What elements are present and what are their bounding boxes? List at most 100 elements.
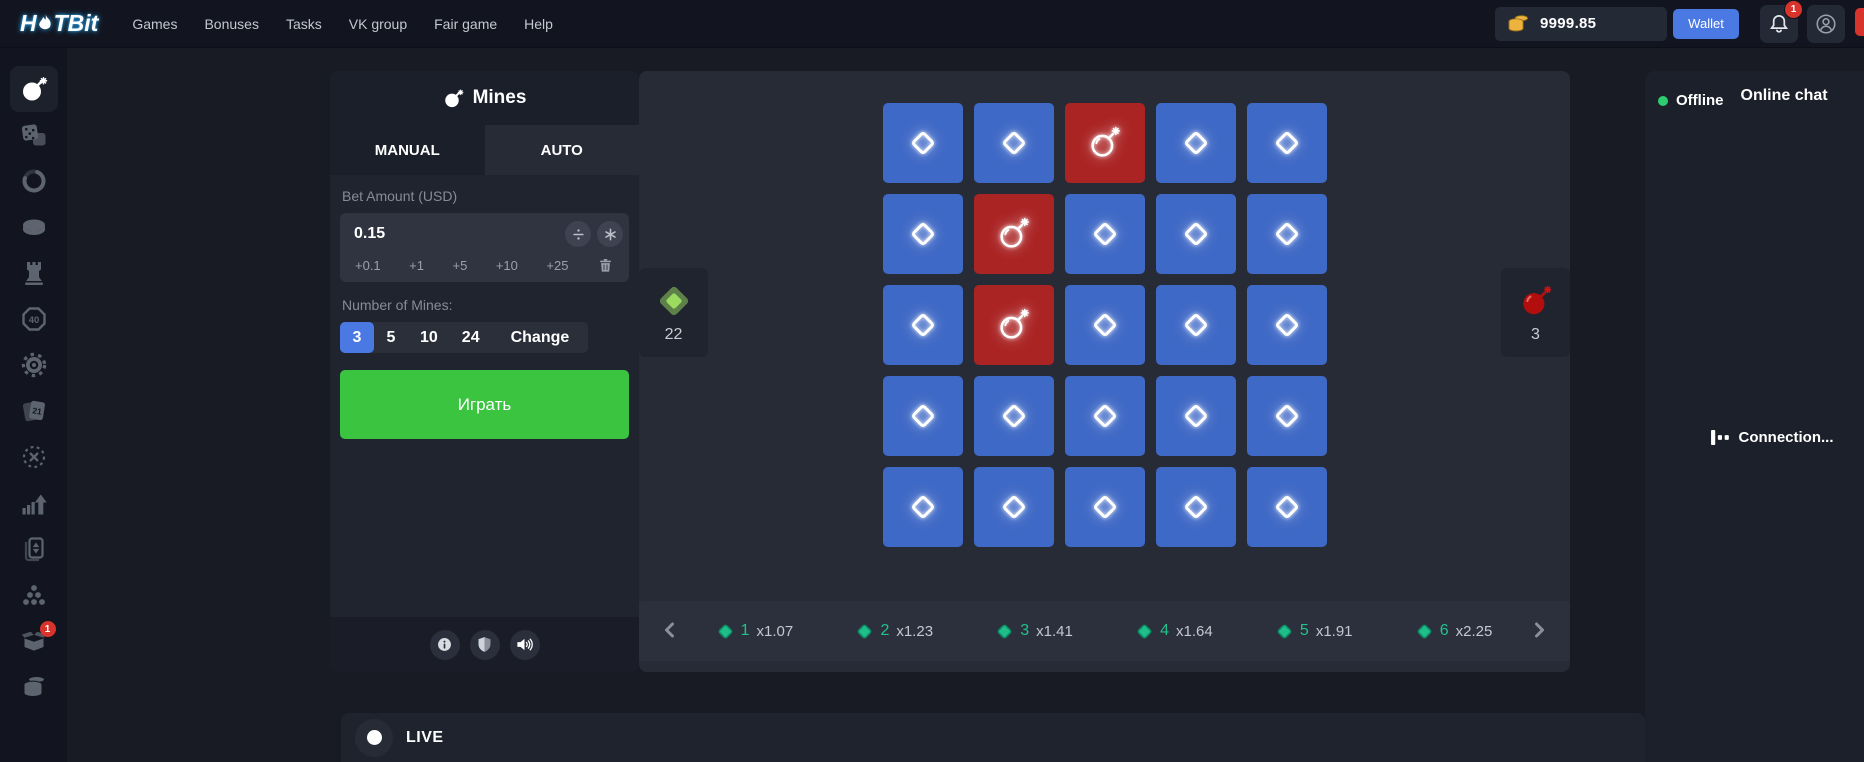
multiplier-value: x2.25: [1455, 622, 1493, 640]
sidebar-item-circlex[interactable]: [10, 434, 58, 480]
edge-notification-tab: [1855, 8, 1864, 36]
tab-manual[interactable]: MANUAL: [330, 125, 485, 175]
multiplier-entry-1: 1 x1.07: [685, 622, 825, 640]
quick-add-10[interactable]: +10: [495, 258, 518, 273]
tile-diamond[interactable]: [1247, 194, 1327, 274]
tile-bomb[interactable]: [974, 194, 1054, 274]
tile-diamond[interactable]: [1065, 467, 1145, 547]
sidebar-item-coin[interactable]: [10, 204, 58, 250]
tile-diamond[interactable]: [1156, 194, 1236, 274]
sidebar-item-cards21[interactable]: 21: [10, 388, 58, 434]
quick-add-25[interactable]: +25: [546, 258, 569, 273]
nav-item-bonuses[interactable]: Bonuses: [204, 15, 259, 32]
chevron-left-icon[interactable]: [655, 620, 685, 642]
diamond-icon: [655, 282, 693, 320]
mines-option-10[interactable]: 10: [420, 328, 438, 346]
quick-add-5[interactable]: +5: [452, 258, 468, 273]
stack-icon: [20, 673, 48, 701]
sidebar-item-pyramid[interactable]: [10, 572, 58, 618]
sidebar-item-ring[interactable]: [10, 158, 58, 204]
tile-diamond[interactable]: [883, 194, 963, 274]
tile-diamond: [1177, 306, 1215, 344]
sidebar-item-tower[interactable]: [10, 250, 58, 296]
multiplier-picks: 4: [1160, 622, 1169, 639]
sidebar-item-stack[interactable]: [10, 664, 58, 710]
tile-diamond[interactable]: [1156, 376, 1236, 456]
gem-teal: [717, 623, 734, 640]
tile-diamond[interactable]: [883, 467, 963, 547]
tile-bomb: [1086, 124, 1124, 162]
sidebar-item-dice[interactable]: [10, 112, 58, 158]
tile-diamond[interactable]: [1065, 376, 1145, 456]
bet-multiply-button[interactable]: [597, 221, 623, 247]
nav-item-games[interactable]: Games: [132, 15, 178, 32]
chevron-right-icon[interactable]: [1524, 620, 1554, 642]
tile-bomb[interactable]: [1065, 103, 1145, 183]
tile-bomb[interactable]: [974, 285, 1054, 365]
bomb-icon: [20, 75, 48, 103]
tile-diamond[interactable]: [1247, 467, 1327, 547]
nav-item-vk-group[interactable]: VK group: [348, 15, 408, 32]
tile-diamond[interactable]: [1065, 285, 1145, 365]
bet-halve-button[interactable]: [565, 221, 591, 247]
chat-title: Online chat: [1740, 87, 1828, 104]
logo[interactable]: H TBit: [20, 10, 98, 37]
trash-icon: [597, 257, 614, 274]
sidebar-item-forty[interactable]: 40: [10, 296, 58, 342]
sidebar-item-chartup[interactable]: [10, 480, 58, 526]
notifications-button[interactable]: 1: [1760, 0, 1803, 43]
multiplier-value: x1.91: [1315, 622, 1353, 640]
mines-change-button[interactable]: Change: [510, 328, 570, 346]
box-icon: [20, 627, 48, 655]
quick-add-0.1[interactable]: +0.1: [355, 258, 381, 273]
tile-diamond[interactable]: [974, 376, 1054, 456]
sidebar-item-box[interactable]: 1: [10, 618, 58, 664]
mines-option-3[interactable]: 3: [340, 322, 374, 353]
sidebar-item-saw[interactable]: [10, 342, 58, 388]
tile-diamond[interactable]: [1247, 103, 1327, 183]
mines-count-value: 3: [1531, 325, 1540, 343]
nav-item-fair-game[interactable]: Fair game: [434, 15, 498, 32]
wallet-button[interactable]: Wallet: [1673, 8, 1739, 39]
tile-diamond[interactable]: [1247, 285, 1327, 365]
info-button[interactable]: [429, 629, 460, 660]
tile-diamond[interactable]: [883, 285, 963, 365]
play-button[interactable]: Играть: [340, 370, 629, 439]
multiplier-value: x1.07: [756, 622, 794, 640]
multiplier-picks: 3: [1020, 622, 1030, 639]
multiplier-picks: 6: [1439, 622, 1449, 639]
tile-diamond[interactable]: [1156, 103, 1236, 183]
bet-amount-input[interactable]: [352, 224, 559, 244]
tile-diamond[interactable]: [974, 103, 1054, 183]
ring-icon: [20, 167, 48, 195]
game-title: Mines: [472, 87, 527, 108]
mines-grid: [883, 103, 1327, 547]
games-sidebar: 40 21 1: [0, 48, 67, 762]
profile-button[interactable]: [1807, 4, 1845, 43]
mines-option-24[interactable]: 24: [461, 328, 480, 346]
tile-diamond[interactable]: [1065, 194, 1145, 274]
tile-diamond[interactable]: [883, 103, 963, 183]
tab-auto[interactable]: AUTO: [484, 125, 639, 175]
tile-diamond[interactable]: [883, 376, 963, 456]
clear-bet-button[interactable]: [597, 257, 614, 274]
tile-diamond[interactable]: [1156, 285, 1236, 365]
tile-diamond: [1086, 488, 1124, 526]
sidebar-item-cardud[interactable]: [10, 526, 58, 572]
nav-item-help[interactable]: Help: [524, 15, 553, 32]
tile-diamond[interactable]: [1247, 376, 1327, 456]
tile-diamond: [904, 215, 942, 253]
nav-item-tasks[interactable]: Tasks: [285, 15, 322, 32]
sidebar-item-bomb[interactable]: [9, 66, 58, 112]
mines-option-5[interactable]: 5: [386, 328, 396, 346]
tile-diamond: [1177, 215, 1215, 253]
tile-diamond[interactable]: [974, 467, 1054, 547]
shield-icon: [475, 635, 494, 654]
gem-teal: [1276, 623, 1293, 640]
multiplier-entry-4: 4 x1.64: [1104, 622, 1244, 640]
quick-add-1[interactable]: +1: [409, 258, 424, 273]
tile-diamond[interactable]: [1156, 467, 1236, 547]
fairness-button[interactable]: [469, 629, 500, 660]
chartup-icon: [20, 489, 48, 517]
sound-button[interactable]: [509, 629, 540, 660]
